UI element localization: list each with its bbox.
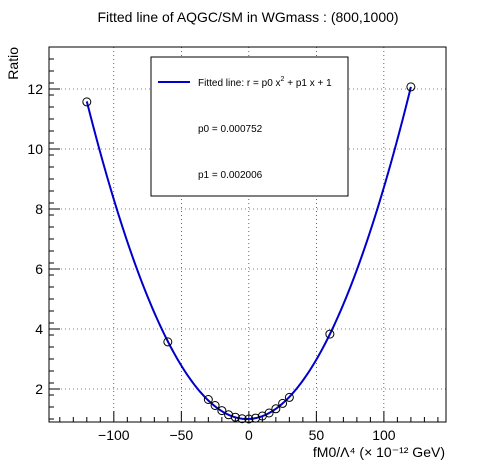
data-point: [264, 408, 274, 418]
x-tick-label: 0: [245, 427, 253, 443]
y-tick-label: 2: [35, 381, 43, 397]
data-point: [406, 82, 416, 92]
y-tick-label: 10: [27, 141, 43, 157]
data-point: [271, 404, 281, 414]
y-tick-label: 8: [35, 201, 43, 217]
legend-p1: p1 = 0.002006: [198, 170, 263, 181]
data-points: [82, 82, 416, 424]
x-tick-label: 100: [372, 427, 396, 443]
legend-box: [150, 56, 349, 197]
x-tick-label: 50: [309, 427, 325, 443]
data-point: [284, 392, 294, 402]
data-point: [163, 337, 173, 347]
legend-p0: p0 = 0.000752: [198, 124, 263, 135]
fit-line-group: [85, 86, 412, 421]
data-point: [203, 395, 213, 404]
data-point: [237, 414, 247, 424]
data-point: [210, 401, 220, 410]
data-point: [82, 97, 92, 107]
x-axis-ticks: −100 −50 0 50 100: [59, 411, 439, 443]
y-tick-label: 4: [35, 321, 43, 337]
y-axis-ticks: 2 4 6 8 10 12: [27, 58, 60, 420]
legend-entry-label: Fitted line: r = p0 x2 + p1 x + 1: [198, 76, 332, 89]
data-point: [278, 398, 288, 408]
x-axis-title: fM0/Λ⁴ (× 10⁻¹² GeV): [313, 444, 445, 460]
fit-line: [85, 86, 412, 421]
data-point: [224, 410, 234, 420]
data-point: [217, 406, 227, 416]
chart-title: Fitted line of AQGC/SM in WGmass : (800,…: [97, 9, 398, 25]
data-point: [325, 329, 335, 339]
data-point: [230, 412, 240, 422]
x-tick-label: −50: [169, 427, 193, 443]
x-tick-label: −100: [98, 427, 130, 443]
plot-frame: [48, 46, 447, 423]
y-tick-label: 12: [27, 81, 43, 97]
y-axis-title: Ratio: [5, 47, 21, 80]
data-point: [251, 413, 261, 423]
data-point: [244, 414, 254, 424]
y-tick-label: 6: [35, 261, 43, 277]
legend: Fitted line: r = p0 x2 + p1 x + 1 p0 = 0…: [150, 56, 349, 197]
